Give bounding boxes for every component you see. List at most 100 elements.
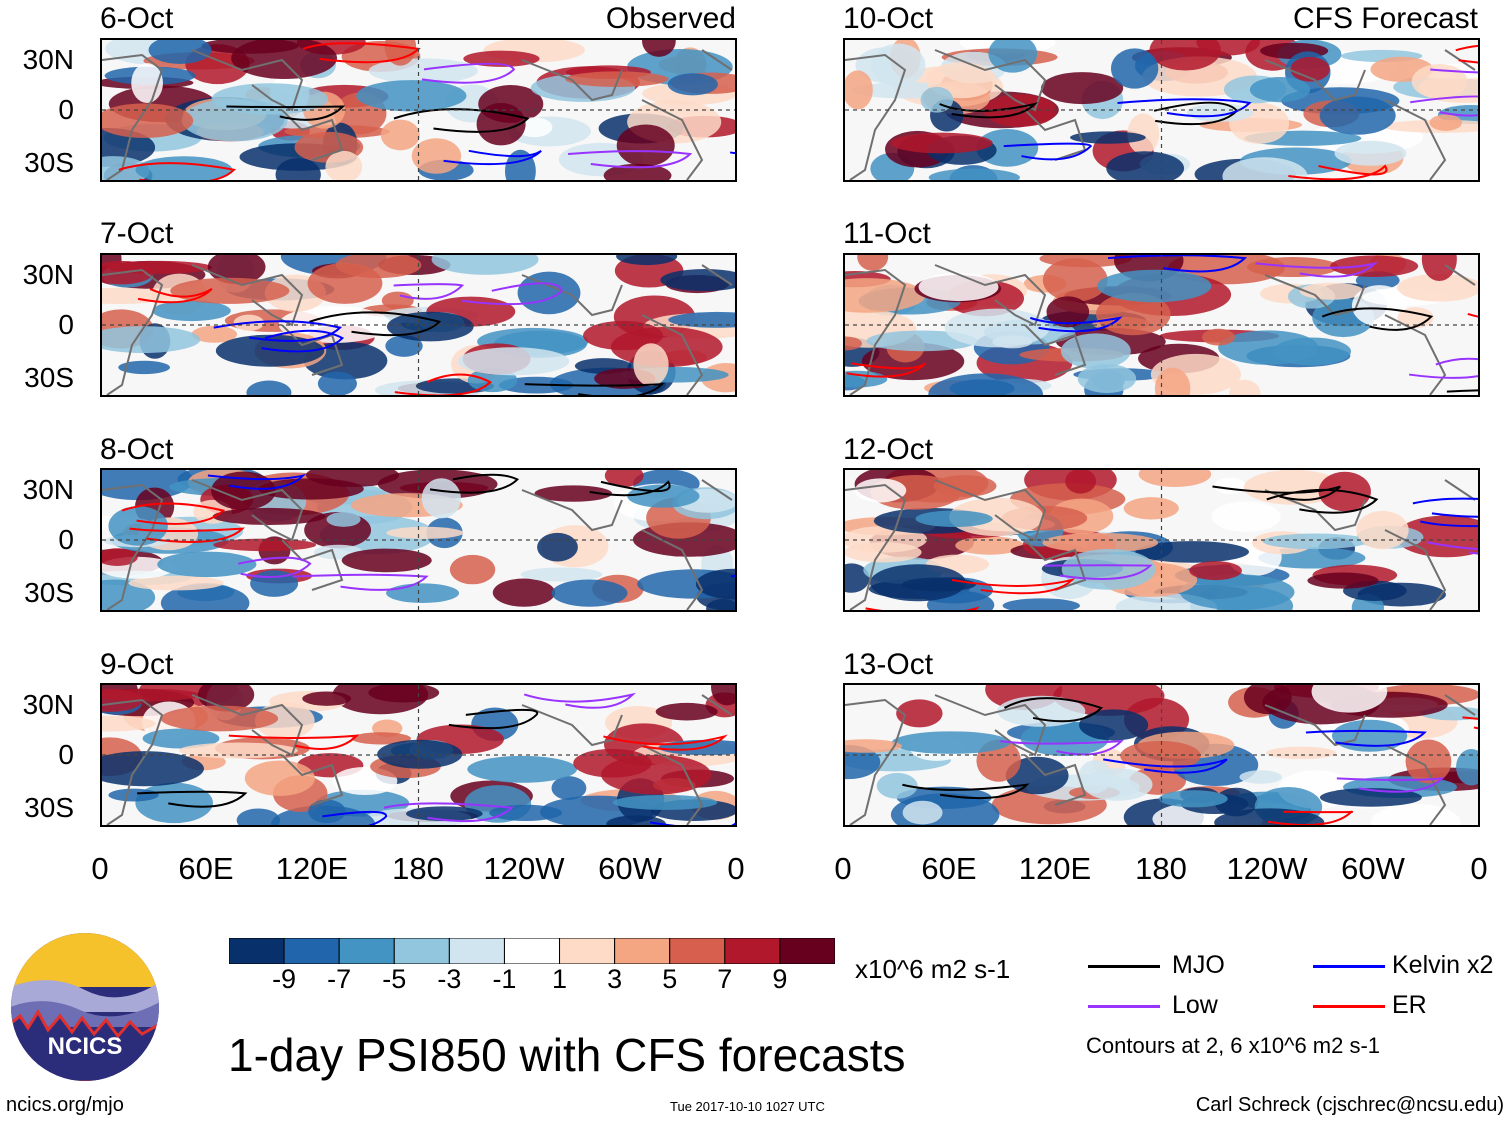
- anomaly-blob: [845, 745, 881, 780]
- contour-line: [1288, 164, 1388, 180]
- contour-line: [523, 692, 636, 709]
- contour-line: [1409, 357, 1478, 379]
- anomaly-blob: [534, 485, 613, 502]
- contour-line: [393, 108, 530, 133]
- colorbar-tick-label: -9: [272, 964, 297, 994]
- lat-label-30n: 30N: [22, 474, 74, 505]
- anomaly-blob: [1079, 709, 1149, 741]
- contour-line: [902, 783, 1030, 800]
- coastline: [281, 324, 344, 376]
- anomaly-blob: [845, 336, 863, 351]
- anomaly-blob: [1229, 379, 1261, 395]
- anomaly-blob: [102, 470, 194, 501]
- contour-line: [1117, 98, 1252, 118]
- anomaly-blob: [695, 568, 735, 600]
- anomaly-blob: [915, 510, 993, 528]
- contour-line: [1044, 564, 1153, 580]
- anomaly-blob: [1159, 790, 1228, 808]
- anomaly-blob: [191, 325, 238, 343]
- anomaly-blob: [181, 98, 288, 142]
- coastline: [934, 479, 1047, 542]
- colorbar-swatch: [448, 938, 505, 964]
- legend-line-kelvin: [1313, 965, 1385, 968]
- contour-line: [846, 362, 927, 378]
- anomaly-blob: [305, 470, 400, 487]
- panel-date-right-2: 12-Oct: [843, 433, 934, 466]
- anomaly-blob: [902, 800, 943, 825]
- anomaly-blob: [537, 532, 578, 562]
- anomaly-blob: [565, 71, 669, 87]
- anomaly-blob: [1243, 685, 1292, 715]
- lat-label-30s: 30S: [24, 792, 74, 823]
- coastline: [521, 489, 623, 532]
- anomaly-blob: [983, 94, 1058, 127]
- anomaly-blob: [1138, 470, 1212, 487]
- anomaly-blob: [616, 255, 678, 266]
- contour-line: [603, 734, 728, 751]
- colorbar-swatch: [779, 938, 835, 964]
- panel-date-left-0: 6-Oct: [100, 2, 174, 35]
- anomaly-blob: [869, 564, 966, 602]
- anomaly-blob: [135, 782, 213, 824]
- map-field: [845, 255, 1478, 395]
- anomaly-blob: [1046, 296, 1090, 328]
- legend-label-kelvin: Kelvin x2: [1392, 951, 1494, 979]
- anomaly-blob: [178, 742, 298, 759]
- map-panel-right-2: [843, 468, 1480, 612]
- colorbar-tick-label: 9: [772, 964, 788, 994]
- anomaly-blob: [197, 685, 255, 712]
- anomaly-blob: [102, 688, 143, 712]
- contour-line: [292, 573, 429, 591]
- contours-note: Contours at 2, 6 x10^6 m2 s-1: [1086, 1033, 1381, 1058]
- coastline: [1024, 539, 1087, 591]
- panel-date-right-1: 11-Oct: [843, 217, 931, 250]
- coastline: [191, 694, 304, 757]
- colorbar-tick-label: 3: [607, 964, 623, 994]
- contour-line: [1410, 95, 1478, 117]
- anomaly-blob: [517, 271, 581, 315]
- anomaly-blob: [449, 554, 496, 585]
- contour-line: [261, 329, 345, 353]
- lat-label-30n: 30N: [22, 259, 74, 290]
- contour-line: [1430, 68, 1478, 74]
- anomaly-blob: [551, 776, 587, 800]
- contour-line: [1000, 739, 1124, 756]
- anomaly-blob: [1214, 787, 1258, 817]
- anomaly-blob: [308, 799, 346, 824]
- contour-line: [1212, 485, 1341, 501]
- anomaly-blob: [627, 484, 700, 508]
- anomaly-blob: [231, 40, 338, 80]
- contour-line: [1003, 697, 1104, 723]
- anomaly-blob: [102, 548, 138, 566]
- lon-label-left-6: 0: [727, 851, 745, 886]
- anomaly-blob: [128, 575, 224, 591]
- anomaly-blob: [1397, 273, 1478, 302]
- anomaly-blob: [236, 808, 281, 825]
- colorbar-swatch: [503, 938, 561, 964]
- lon-label-left-2: 120E: [275, 851, 349, 886]
- anomaly-blob: [108, 788, 159, 802]
- lat-label-30n: 30N: [22, 44, 74, 75]
- lat-label-30n: 30N: [22, 689, 74, 720]
- footer-timestamp: Tue 2017-10-10 1027 UTC: [670, 1099, 825, 1114]
- anomaly-blob: [891, 731, 1011, 754]
- map-panel-left-2: [100, 468, 737, 612]
- map-panel-right-3: [843, 683, 1480, 827]
- anomaly-blob: [711, 685, 735, 706]
- anomaly-blob: [955, 536, 1025, 555]
- anomaly-blob: [1239, 770, 1282, 784]
- anomaly-blob: [1411, 64, 1468, 99]
- anomaly-blob: [492, 578, 556, 607]
- contour-line: [939, 102, 1039, 119]
- contour-line: [129, 527, 245, 543]
- coastline: [934, 49, 1047, 112]
- coastline: [1024, 324, 1087, 376]
- figure-title: 1-day PSI850 with CFS forecasts: [228, 1029, 906, 1081]
- contour-line: [524, 382, 665, 395]
- anomaly-blob: [667, 73, 718, 96]
- coastline: [521, 704, 623, 747]
- anomaly-blob: [988, 40, 1038, 73]
- anomaly-blob: [1299, 282, 1365, 300]
- colorbar-swatch: [229, 938, 285, 964]
- anomaly-blob: [706, 598, 735, 610]
